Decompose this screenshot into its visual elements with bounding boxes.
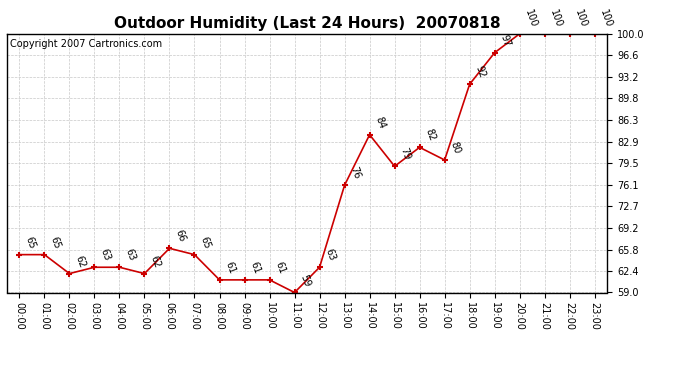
Text: 84: 84: [373, 115, 387, 130]
Text: 92: 92: [473, 64, 487, 80]
Text: 100: 100: [573, 8, 589, 29]
Text: 79: 79: [398, 147, 412, 162]
Text: 97: 97: [498, 33, 512, 48]
Text: 82: 82: [424, 128, 437, 143]
Text: 65: 65: [23, 235, 37, 250]
Title: Outdoor Humidity (Last 24 Hours)  20070818: Outdoor Humidity (Last 24 Hours) 2007081…: [114, 16, 500, 31]
Text: 100: 100: [598, 8, 614, 29]
Text: 62: 62: [73, 254, 87, 269]
Text: 63: 63: [98, 248, 112, 262]
Text: 61: 61: [248, 260, 262, 275]
Text: 63: 63: [324, 248, 337, 262]
Text: 63: 63: [124, 248, 137, 262]
Text: 76: 76: [348, 165, 362, 180]
Text: 61: 61: [224, 260, 237, 275]
Text: 80: 80: [448, 140, 462, 155]
Text: 100: 100: [549, 8, 564, 29]
Text: 61: 61: [273, 260, 287, 275]
Text: 65: 65: [198, 235, 212, 250]
Text: 66: 66: [173, 229, 187, 244]
Text: 100: 100: [524, 8, 539, 29]
Text: 62: 62: [148, 254, 162, 269]
Text: Copyright 2007 Cartronics.com: Copyright 2007 Cartronics.com: [10, 39, 162, 49]
Text: 65: 65: [48, 235, 62, 250]
Text: 59: 59: [298, 273, 312, 288]
